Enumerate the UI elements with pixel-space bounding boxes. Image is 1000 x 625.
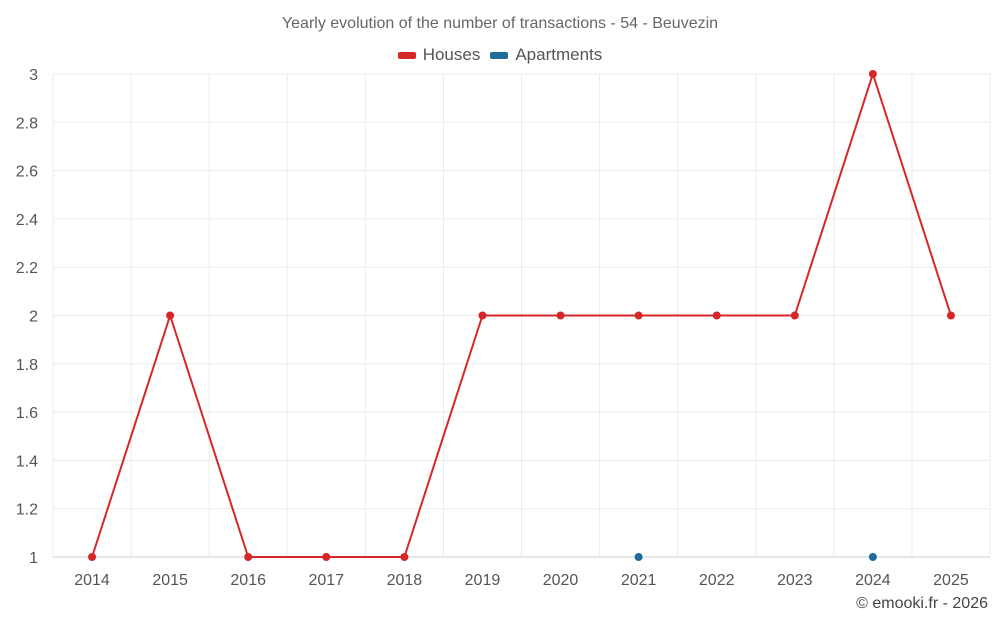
data-point-houses[interactable] [88, 553, 97, 561]
data-point-houses[interactable] [322, 553, 331, 561]
x-tick-label: 2021 [621, 572, 657, 589]
x-tick-label: 2016 [230, 572, 266, 589]
x-tick-label: 2022 [699, 572, 735, 589]
y-tick-label: 1.6 [16, 405, 38, 422]
data-point-houses[interactable] [556, 311, 565, 320]
x-tick-label: 2023 [777, 572, 813, 589]
y-tick-label: 1.2 [16, 502, 38, 519]
x-tick-label: 2025 [933, 572, 969, 589]
x-tick-label: 2014 [74, 572, 110, 589]
legend-item-apartments[interactable]: Apartments [490, 45, 602, 65]
data-point-apartments[interactable] [634, 553, 643, 561]
legend-item-houses[interactable]: Houses [397, 45, 481, 65]
x-tick-label: 2019 [465, 572, 501, 589]
data-point-houses[interactable] [790, 311, 799, 320]
x-tick-label: 2017 [308, 572, 344, 589]
y-tick-label: 1 [29, 550, 38, 567]
data-point-houses[interactable] [712, 311, 721, 320]
legend-label-apartments: Apartments [515, 45, 603, 64]
data-point-houses[interactable] [478, 311, 487, 320]
data-point-apartments[interactable] [868, 553, 877, 561]
data-point-houses[interactable] [634, 311, 643, 320]
data-point-houses[interactable] [400, 553, 409, 561]
x-tick-label: 2015 [152, 572, 188, 589]
copyright-text: © emooki.fr - 2026 [856, 595, 988, 612]
y-tick-label: 1.8 [16, 357, 38, 374]
data-point-houses[interactable] [946, 311, 955, 320]
y-tick-label: 2 [29, 309, 38, 326]
y-tick-label: 2.6 [16, 164, 38, 181]
data-point-houses[interactable] [868, 70, 877, 78]
x-tick-label: 2020 [543, 572, 579, 589]
legend-swatch-apartments [490, 51, 509, 59]
y-tick-label: 1.4 [16, 453, 38, 470]
y-tick-label: 3 [29, 67, 38, 84]
x-tick-label: 2018 [387, 572, 423, 589]
x-tick-label: 2024 [855, 572, 891, 589]
chart-title: Yearly evolution of the number of transa… [281, 15, 719, 32]
series-line-houses [91, 73, 952, 558]
y-tick-label: 2.4 [16, 212, 38, 229]
legend-swatch-houses [397, 51, 416, 59]
legend: Houses Apartments [0, 45, 1000, 65]
legend-label-houses: Houses [422, 45, 481, 64]
data-point-houses[interactable] [244, 553, 253, 561]
y-tick-label: 2.8 [16, 115, 38, 132]
y-tick-label: 2.2 [16, 260, 38, 277]
data-point-houses[interactable] [166, 311, 175, 320]
